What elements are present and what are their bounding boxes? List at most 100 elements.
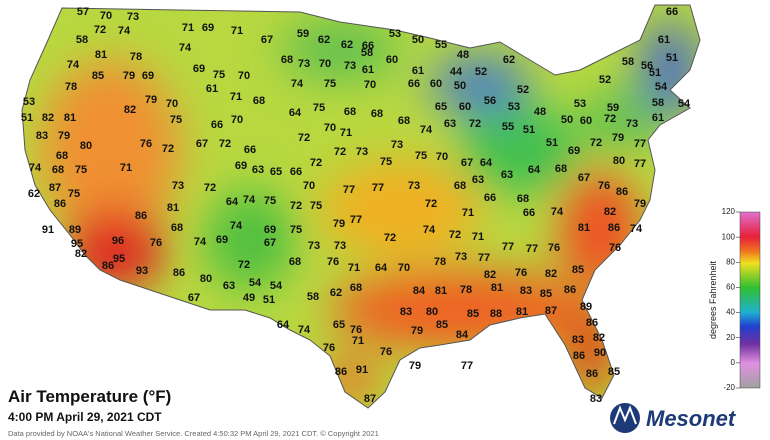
station-reading: 80 bbox=[80, 140, 92, 152]
station-reading: 74 bbox=[118, 25, 131, 37]
station-reading: 53 bbox=[508, 101, 520, 113]
station-reading: 82 bbox=[545, 268, 557, 280]
station-reading: 86 bbox=[608, 222, 620, 234]
station-reading: 50 bbox=[454, 80, 466, 92]
colorbar-tick-label: 100 bbox=[722, 232, 736, 241]
station-reading: 83 bbox=[590, 393, 602, 405]
station-reading: 71 bbox=[352, 335, 364, 347]
station-reading: 48 bbox=[457, 49, 469, 61]
colorbar-tick-label: 60 bbox=[726, 283, 735, 292]
station-reading: 66 bbox=[484, 192, 496, 204]
station-reading: 61 bbox=[652, 112, 664, 124]
station-reading: 49 bbox=[243, 292, 255, 304]
station-reading: 83 bbox=[400, 306, 412, 318]
station-reading: 54 bbox=[655, 81, 668, 93]
station-reading: 51 bbox=[263, 294, 275, 306]
station-reading: 72 bbox=[425, 198, 437, 210]
station-reading: 52 bbox=[517, 84, 529, 96]
station-reading: 75 bbox=[324, 78, 336, 90]
station-reading: 53 bbox=[389, 28, 401, 40]
station-reading: 86 bbox=[102, 260, 114, 272]
station-reading: 63 bbox=[223, 280, 235, 292]
station-reading: 68 bbox=[52, 164, 64, 176]
station-reading: 58 bbox=[622, 56, 634, 68]
station-reading: 56 bbox=[484, 95, 496, 107]
station-reading: 71 bbox=[472, 231, 484, 243]
brand: Mesonet bbox=[646, 406, 737, 431]
station-reading: 91 bbox=[356, 364, 368, 376]
station-reading: 72 bbox=[238, 259, 250, 271]
station-reading: 58 bbox=[76, 34, 88, 46]
station-reading: 77 bbox=[343, 184, 355, 196]
station-reading: 72 bbox=[604, 113, 616, 125]
station-reading: 78 bbox=[130, 51, 142, 63]
station-reading: 70 bbox=[231, 114, 243, 126]
station-reading: 62 bbox=[318, 34, 330, 46]
station-reading: 75 bbox=[68, 188, 80, 200]
station-reading: 73 bbox=[308, 240, 320, 252]
station-reading: 60 bbox=[386, 54, 398, 66]
station-reading: 61 bbox=[658, 34, 670, 46]
station-reading: 69 bbox=[264, 224, 276, 236]
station-reading: 72 bbox=[94, 24, 106, 36]
station-reading: 63 bbox=[252, 164, 264, 176]
station-reading: 58 bbox=[652, 97, 664, 109]
station-reading: 59 bbox=[297, 28, 309, 40]
station-reading: 95 bbox=[71, 238, 83, 250]
station-reading: 70 bbox=[166, 98, 178, 110]
station-reading: 77 bbox=[350, 214, 362, 226]
station-reading: 51 bbox=[666, 52, 678, 64]
station-reading: 68 bbox=[344, 106, 356, 118]
station-reading: 85 bbox=[92, 70, 104, 82]
station-reading: 85 bbox=[540, 288, 552, 300]
station-reading: 54 bbox=[678, 98, 691, 110]
station-reading: 73 bbox=[298, 58, 310, 70]
station-reading: 71 bbox=[120, 162, 132, 174]
station-reading: 66 bbox=[290, 166, 302, 178]
station-reading: 72 bbox=[449, 229, 461, 241]
station-reading: 72 bbox=[590, 137, 602, 149]
station-reading: 93 bbox=[136, 265, 148, 277]
station-reading: 86 bbox=[573, 350, 585, 362]
station-reading: 75 bbox=[415, 150, 427, 162]
station-reading: 75 bbox=[313, 102, 325, 114]
station-reading: 88 bbox=[490, 308, 502, 320]
station-reading: 68 bbox=[398, 115, 410, 127]
station-reading: 52 bbox=[475, 66, 487, 78]
station-reading: 74 bbox=[551, 206, 564, 218]
station-reading: 75 bbox=[213, 69, 225, 81]
colorbar-tick-label: 120 bbox=[722, 207, 736, 216]
station-reading: 84 bbox=[456, 329, 469, 341]
colorbar-ticks: 120 100 80 60 40 20 0 -20 bbox=[722, 207, 740, 392]
station-reading: 90 bbox=[594, 347, 606, 359]
station-reading: 60 bbox=[459, 101, 471, 113]
station-reading: 63 bbox=[444, 118, 456, 130]
station-reading: 74 bbox=[194, 236, 207, 248]
station-reading: 70 bbox=[319, 58, 331, 70]
station-reading: 86 bbox=[173, 267, 185, 279]
station-reading: 76 bbox=[380, 346, 392, 358]
station-reading: 51 bbox=[523, 124, 535, 136]
station-reading: 87 bbox=[364, 393, 376, 405]
station-reading: 70 bbox=[364, 79, 376, 91]
station-reading: 81 bbox=[578, 222, 590, 234]
station-reading: 64 bbox=[528, 164, 541, 176]
station-reading: 58 bbox=[307, 291, 319, 303]
station-reading: 68 bbox=[253, 95, 265, 107]
station-reading: 67 bbox=[461, 157, 473, 169]
station-reading: 66 bbox=[244, 144, 256, 156]
station-reading: 82 bbox=[75, 248, 87, 260]
station-reading: 85 bbox=[467, 308, 479, 320]
credit: Data provided by NOAA's National Weather… bbox=[8, 429, 379, 438]
station-reading: 65 bbox=[333, 319, 345, 331]
station-reading: 72 bbox=[469, 118, 481, 130]
station-reading: 65 bbox=[270, 166, 282, 178]
station-reading: 68 bbox=[454, 180, 466, 192]
station-reading: 44 bbox=[450, 66, 463, 78]
station-reading: 86 bbox=[135, 210, 147, 222]
station-reading: 72 bbox=[384, 232, 396, 244]
station-reading: 82 bbox=[124, 104, 136, 116]
station-reading: 74 bbox=[29, 162, 42, 174]
station-reading: 68 bbox=[517, 193, 529, 205]
